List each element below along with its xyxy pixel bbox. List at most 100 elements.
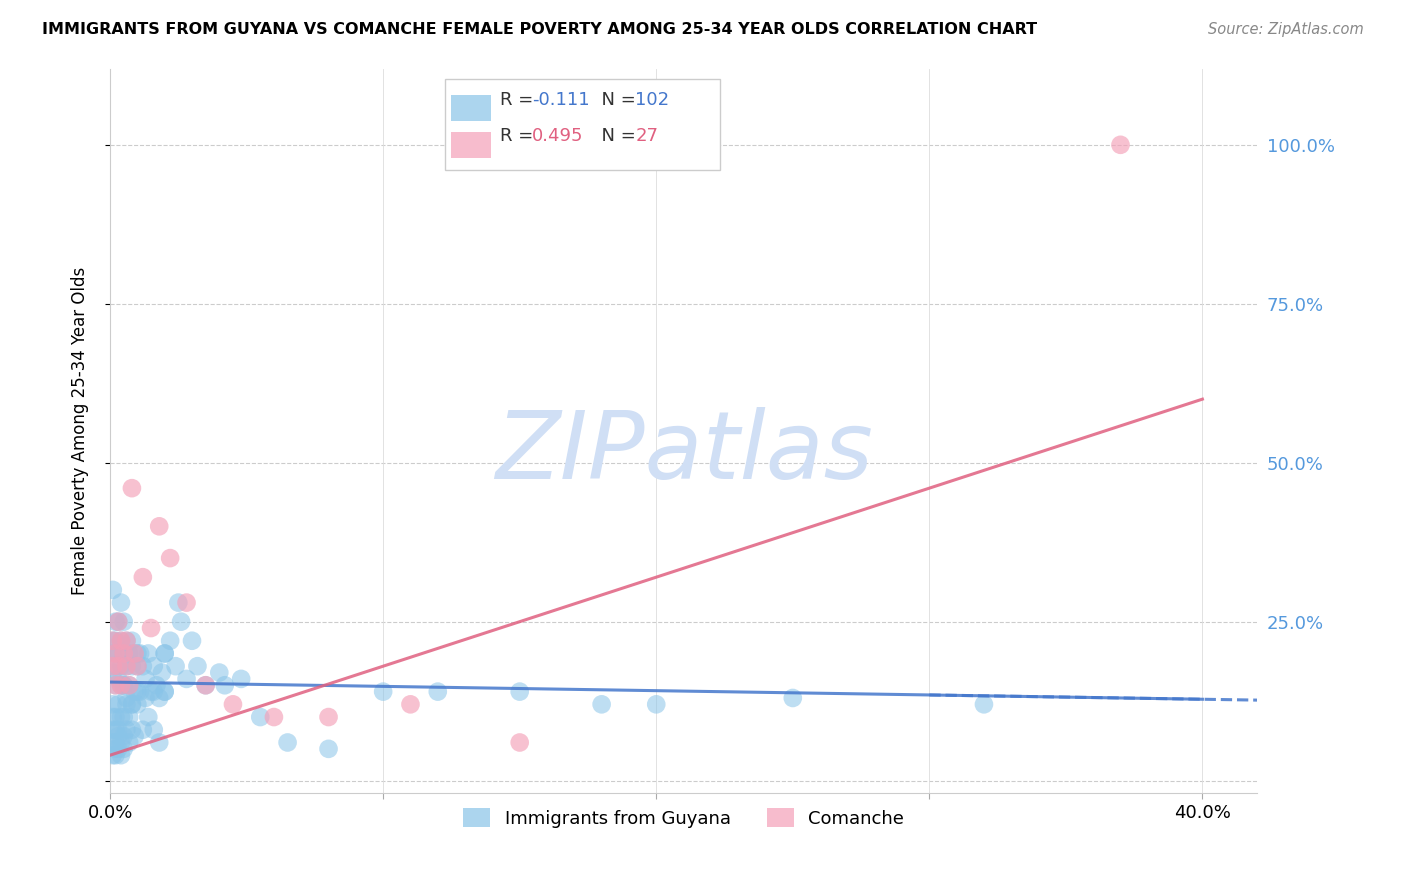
Text: N =: N = bbox=[589, 127, 641, 145]
Text: R =: R = bbox=[501, 91, 538, 109]
FancyBboxPatch shape bbox=[451, 132, 491, 158]
Point bbox=[127, 659, 149, 673]
Point bbox=[110, 678, 132, 692]
Point bbox=[104, 678, 127, 692]
Point bbox=[142, 723, 165, 737]
Point bbox=[176, 596, 198, 610]
Point bbox=[107, 723, 129, 737]
Text: ZIPatlas: ZIPatlas bbox=[495, 407, 873, 498]
Point bbox=[104, 748, 127, 763]
Point bbox=[121, 723, 143, 737]
Point bbox=[127, 647, 149, 661]
Legend: Immigrants from Guyana, Comanche: Immigrants from Guyana, Comanche bbox=[456, 801, 911, 835]
Point bbox=[110, 710, 132, 724]
Point bbox=[121, 698, 143, 712]
Point bbox=[153, 684, 176, 698]
Text: 27: 27 bbox=[636, 127, 658, 145]
Point bbox=[509, 735, 531, 749]
Point bbox=[104, 710, 127, 724]
Point bbox=[208, 665, 231, 680]
Point bbox=[509, 684, 531, 698]
Point bbox=[176, 672, 198, 686]
Point bbox=[115, 659, 138, 673]
Point bbox=[373, 684, 395, 698]
Point bbox=[115, 690, 138, 705]
Point bbox=[101, 633, 124, 648]
Point bbox=[104, 633, 127, 648]
Point bbox=[135, 672, 157, 686]
Point bbox=[127, 684, 149, 698]
Point bbox=[153, 684, 176, 698]
Point bbox=[153, 647, 176, 661]
Text: -0.111: -0.111 bbox=[531, 91, 589, 109]
Point bbox=[112, 615, 135, 629]
Text: Source: ZipAtlas.com: Source: ZipAtlas.com bbox=[1208, 22, 1364, 37]
Point bbox=[194, 678, 217, 692]
Point bbox=[112, 647, 135, 661]
Point bbox=[104, 735, 127, 749]
Point bbox=[782, 690, 804, 705]
Point bbox=[165, 659, 187, 673]
Point bbox=[101, 582, 124, 597]
Point bbox=[112, 678, 135, 692]
Text: R =: R = bbox=[501, 127, 538, 145]
Point bbox=[118, 678, 141, 692]
Point bbox=[150, 665, 173, 680]
Point bbox=[115, 698, 138, 712]
Text: N =: N = bbox=[589, 91, 641, 109]
Point bbox=[104, 723, 127, 737]
Point bbox=[132, 723, 155, 737]
Point bbox=[107, 615, 129, 629]
Point bbox=[121, 481, 143, 495]
Point bbox=[112, 647, 135, 661]
Y-axis label: Female Poverty Among 25-34 Year Olds: Female Poverty Among 25-34 Year Olds bbox=[72, 267, 89, 595]
Point bbox=[399, 698, 422, 712]
Point bbox=[263, 710, 285, 724]
Point bbox=[118, 647, 141, 661]
Point bbox=[112, 742, 135, 756]
Point bbox=[101, 659, 124, 673]
Point bbox=[104, 647, 127, 661]
Point bbox=[115, 723, 138, 737]
Point bbox=[181, 633, 204, 648]
Point bbox=[107, 698, 129, 712]
Point bbox=[159, 551, 181, 566]
Point bbox=[426, 684, 449, 698]
Point bbox=[153, 647, 176, 661]
Point bbox=[101, 735, 124, 749]
Point bbox=[148, 735, 170, 749]
Point bbox=[142, 659, 165, 673]
Point bbox=[115, 633, 138, 648]
Point bbox=[112, 729, 135, 743]
Point bbox=[124, 684, 146, 698]
Text: 0.495: 0.495 bbox=[531, 127, 583, 145]
Point bbox=[101, 698, 124, 712]
Point bbox=[145, 678, 167, 692]
Point bbox=[121, 698, 143, 712]
FancyBboxPatch shape bbox=[451, 95, 491, 121]
Point bbox=[104, 659, 127, 673]
Point bbox=[118, 710, 141, 724]
Point bbox=[107, 729, 129, 743]
Point bbox=[118, 735, 141, 749]
Point bbox=[159, 633, 181, 648]
Point bbox=[136, 647, 159, 661]
Point bbox=[112, 710, 135, 724]
Point bbox=[112, 678, 135, 692]
Point bbox=[104, 742, 127, 756]
Point bbox=[107, 672, 129, 686]
Point bbox=[214, 678, 236, 692]
Point bbox=[186, 659, 208, 673]
Point bbox=[277, 735, 299, 749]
Text: IMMIGRANTS FROM GUYANA VS COMANCHE FEMALE POVERTY AMONG 25-34 YEAR OLDS CORRELAT: IMMIGRANTS FROM GUYANA VS COMANCHE FEMAL… bbox=[42, 22, 1038, 37]
Point bbox=[110, 633, 132, 648]
Point bbox=[135, 690, 157, 705]
Point bbox=[110, 678, 132, 692]
Point bbox=[231, 672, 253, 686]
Point bbox=[194, 678, 217, 692]
Point bbox=[167, 596, 190, 610]
Point bbox=[118, 678, 141, 692]
Point bbox=[121, 659, 143, 673]
Text: 102: 102 bbox=[636, 91, 669, 109]
Point bbox=[132, 570, 155, 584]
